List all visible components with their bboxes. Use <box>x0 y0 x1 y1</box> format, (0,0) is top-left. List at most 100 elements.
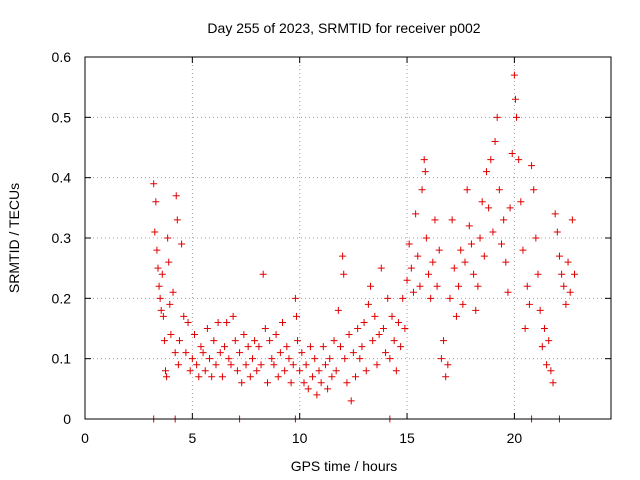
data-point <box>433 282 441 290</box>
data-point <box>332 367 340 375</box>
data-point <box>500 216 508 224</box>
data-point <box>296 367 304 375</box>
data-point <box>444 361 452 369</box>
data-point <box>450 264 458 272</box>
data-point <box>476 234 484 242</box>
data-point <box>248 355 256 363</box>
data-point <box>227 361 235 369</box>
data-point <box>452 312 460 320</box>
x-tick-label: 15 <box>399 430 415 446</box>
data-point <box>203 325 211 332</box>
data-point <box>324 385 332 393</box>
data-point <box>455 282 463 290</box>
data-point <box>313 391 321 399</box>
data-point <box>384 294 392 302</box>
data-point <box>356 355 364 363</box>
data-point <box>291 294 299 302</box>
data-point <box>231 337 239 345</box>
chart-title: Day 255 of 2023, SRMTID for receiver p00… <box>207 20 480 36</box>
data-point <box>519 246 527 254</box>
data-point <box>525 300 533 308</box>
data-point <box>195 373 203 381</box>
data-point <box>553 228 561 236</box>
data-point <box>162 367 170 375</box>
x-axis: 0 5 10 15 20 <box>81 57 522 446</box>
data-point <box>412 210 420 218</box>
data-point <box>233 367 241 375</box>
data-point <box>321 361 329 369</box>
data-point <box>478 198 486 206</box>
grid <box>85 57 611 419</box>
data-point <box>360 318 368 326</box>
data-point <box>270 361 278 369</box>
data-point <box>510 71 518 79</box>
data-point <box>568 216 576 224</box>
data-point <box>549 379 557 387</box>
data-point <box>482 168 490 176</box>
data-point <box>364 300 372 308</box>
data-point <box>564 258 572 266</box>
data-point <box>208 373 216 381</box>
data-point <box>218 373 226 381</box>
data-point <box>349 349 357 357</box>
data-point <box>311 355 319 363</box>
data-point <box>281 367 289 375</box>
data-point <box>199 349 207 357</box>
y-tick-label: 0.2 <box>52 290 72 306</box>
data-point <box>427 294 435 302</box>
data-point <box>571 270 579 278</box>
data-point <box>152 198 160 206</box>
data-point <box>330 337 338 345</box>
data-point <box>534 270 542 278</box>
data-point <box>504 288 512 296</box>
data-point <box>174 361 182 369</box>
data-point <box>166 300 174 308</box>
data-point <box>240 331 248 339</box>
y-tick-label: 0.3 <box>52 230 72 246</box>
data-point <box>388 312 396 320</box>
data-point <box>159 312 167 320</box>
data-point <box>528 162 536 170</box>
data-point <box>530 186 538 194</box>
data-point <box>435 246 443 254</box>
y-axis-title: SRMTID / TECUs <box>6 183 22 293</box>
y-tick-label: 0.6 <box>52 49 72 65</box>
data-point <box>272 331 280 339</box>
data-point <box>375 331 383 339</box>
data-point <box>562 300 570 308</box>
data-point <box>242 361 250 369</box>
data-point <box>244 343 252 351</box>
data-point <box>540 325 548 332</box>
data-point <box>382 349 390 357</box>
data-point <box>566 288 574 296</box>
data-point <box>506 204 514 212</box>
data-point <box>167 331 175 339</box>
data-point <box>201 367 209 375</box>
data-point <box>448 216 456 224</box>
data-point <box>339 252 347 260</box>
data-point <box>298 349 306 357</box>
data-point <box>418 186 426 194</box>
data-point <box>150 180 158 188</box>
data-point <box>523 282 531 290</box>
data-point <box>493 113 501 121</box>
data-point <box>558 270 566 278</box>
data-point <box>319 343 327 351</box>
data-point <box>302 361 310 369</box>
data-point <box>163 373 171 381</box>
x-tick-label: 10 <box>292 430 308 446</box>
data-point <box>334 306 342 314</box>
data-point <box>397 343 405 351</box>
data-point <box>405 240 413 248</box>
data-point <box>173 216 181 224</box>
data-point <box>180 312 188 320</box>
data-point <box>457 246 465 254</box>
data-point <box>214 318 222 326</box>
y-tick-label: 0.4 <box>52 170 72 186</box>
data-point <box>169 288 177 296</box>
data-point <box>292 312 300 320</box>
data-point <box>285 355 293 363</box>
y-axis: 0 0.1 0.2 0.3 0.4 0.5 0.6 <box>52 49 611 427</box>
data-point <box>480 252 488 260</box>
